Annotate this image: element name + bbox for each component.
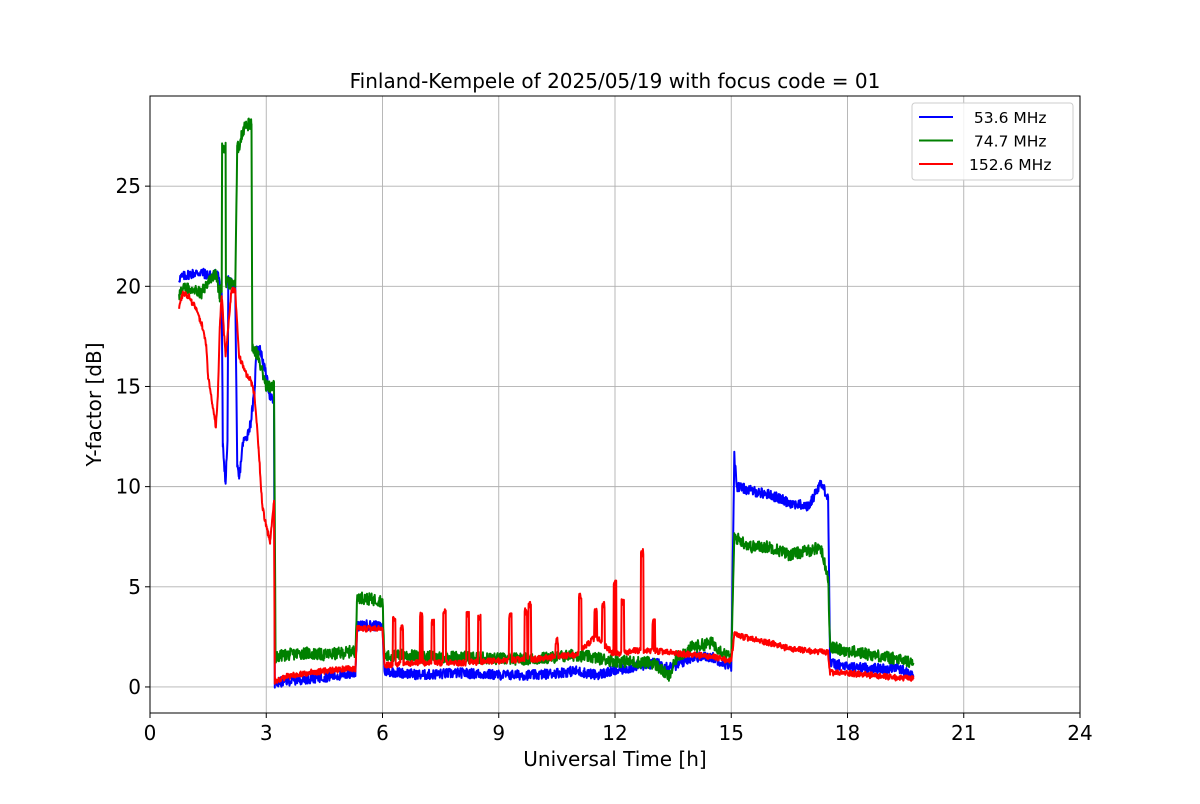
legend-label: 152.6 MHz bbox=[969, 156, 1051, 174]
x-tick-label: 15 bbox=[719, 721, 744, 745]
x-tick-label: 9 bbox=[492, 721, 505, 745]
x-tick-label: 0 bbox=[144, 721, 157, 745]
legend-label: 74.7 MHz bbox=[969, 133, 1047, 151]
legend-box bbox=[911, 102, 1074, 181]
y-tick-label: 25 bbox=[116, 174, 141, 198]
x-tick-label: 3 bbox=[260, 721, 273, 745]
y-tick-label: 20 bbox=[116, 274, 141, 298]
series-line bbox=[178, 117, 915, 682]
series-line bbox=[178, 267, 915, 689]
legend-label: 53.6 MHz bbox=[969, 109, 1047, 127]
chart-title: Finland-Kempele of 2025/05/19 with focus… bbox=[350, 69, 881, 93]
x-tick-label: 18 bbox=[835, 721, 860, 745]
x-tick-label: 12 bbox=[602, 721, 627, 745]
x-tick-label: 6 bbox=[376, 721, 389, 745]
x-tick-label: 24 bbox=[1067, 721, 1092, 745]
x-axis-label: Universal Time [h] bbox=[523, 747, 706, 771]
y-tick-label: 0 bbox=[128, 675, 141, 699]
x-axis-ticks: 0 3 6 9 12 15 18 21 24 bbox=[144, 713, 1093, 745]
plot-area bbox=[178, 117, 915, 689]
y-tick-label: 10 bbox=[116, 475, 141, 499]
y-axis-label: Y-factor [dB] bbox=[82, 342, 106, 467]
legend: 53.6 MHz 74.7 MHz 152.6 MHz bbox=[911, 102, 1074, 181]
y-axis-ticks: 0 5 10 15 20 25 bbox=[116, 174, 150, 699]
x-tick-label: 21 bbox=[951, 721, 976, 745]
y-tick-label: 15 bbox=[116, 374, 141, 398]
series-line bbox=[178, 286, 915, 685]
y-tick-label: 5 bbox=[128, 575, 141, 599]
series-layer bbox=[178, 117, 915, 689]
